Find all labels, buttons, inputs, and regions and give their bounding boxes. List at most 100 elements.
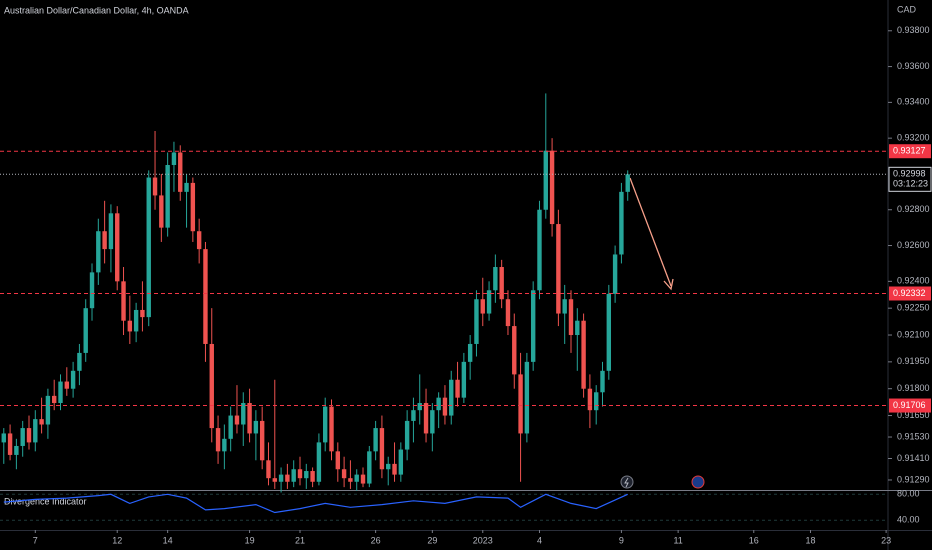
arrow	[629, 177, 672, 287]
candle-body	[241, 403, 246, 425]
candle-body	[89, 272, 95, 309]
candle-body	[606, 293, 612, 371]
countdown-label: 03:12:23	[893, 179, 928, 189]
candle-body	[474, 299, 479, 344]
candle-body	[33, 419, 38, 443]
indicator-tick-label: 40.00	[897, 515, 920, 525]
candle-body	[171, 152, 177, 166]
y-tick-label: 0.93800	[897, 25, 930, 35]
candle-body	[543, 150, 548, 210]
y-tick-label: 0.91410	[897, 453, 930, 463]
level-label-box	[889, 398, 931, 413]
candle-body	[379, 428, 385, 470]
candle-body	[455, 379, 460, 398]
candle-body	[26, 428, 32, 443]
candle-body	[411, 410, 416, 421]
news-icon[interactable]	[691, 475, 705, 489]
candle-body	[329, 406, 334, 452]
candle-body	[70, 370, 76, 389]
candle-body	[121, 281, 126, 321]
candle-body	[39, 419, 44, 425]
x-tick-label: 11	[673, 535, 682, 545]
level-label-box	[889, 286, 931, 301]
candle-body	[266, 460, 271, 479]
candle-body	[304, 471, 309, 479]
x-tick-label: 26	[371, 535, 381, 545]
level-label: 0.93127	[893, 146, 926, 156]
candle-body	[423, 403, 429, 434]
candle-body	[619, 191, 624, 255]
y-tick-label: 0.92100	[897, 329, 930, 339]
indicator-tick-label: 80.00	[897, 489, 920, 499]
candle-body	[467, 343, 473, 362]
candle-body	[367, 451, 372, 484]
candle-body	[196, 231, 202, 250]
candle-body	[165, 165, 170, 228]
candle-body	[14, 445, 19, 455]
candle-body	[146, 177, 151, 318]
candle-body	[291, 469, 296, 482]
candle-body	[234, 415, 240, 425]
candle-body	[568, 299, 574, 336]
candle-body	[335, 451, 341, 470]
candle-body	[505, 299, 511, 327]
candle-body	[449, 379, 454, 416]
candle-body	[600, 370, 605, 393]
candle-body	[278, 474, 284, 482]
x-tick-label: 7	[33, 535, 38, 545]
candle-body	[348, 478, 353, 482]
candle-body	[461, 361, 467, 398]
x-tick-label: 2023	[473, 535, 493, 545]
event-icon-glyph	[624, 477, 629, 488]
candle-body	[64, 381, 70, 389]
candle-body	[316, 442, 322, 482]
y-tick-label: 0.92250	[897, 303, 930, 313]
chart-title: Australian Dollar/Canadian Dollar, 4h, O…	[4, 5, 189, 15]
x-tick-label: 12	[112, 535, 122, 545]
candle-body	[228, 415, 233, 439]
candle-body	[58, 381, 63, 404]
level-label: 0.91706	[893, 400, 926, 410]
candle-body	[524, 361, 530, 434]
candle-body	[140, 309, 145, 318]
candle-body	[127, 320, 133, 332]
candle-body	[556, 224, 561, 314]
candle-body	[493, 267, 498, 291]
candle-body	[486, 290, 492, 314]
y-tick-label: 0.91800	[897, 383, 930, 393]
candle-body	[52, 395, 57, 404]
candle-body	[625, 174, 630, 192]
candle-body	[247, 403, 252, 434]
y-tick-label: 0.93200	[897, 133, 930, 143]
x-tick-label: 21	[295, 535, 305, 545]
candle-body	[159, 195, 164, 228]
candle-body	[222, 438, 227, 452]
y-tick-label: 0.92800	[897, 204, 930, 214]
candle-body	[108, 213, 114, 250]
candle-body	[152, 177, 158, 196]
x-tick-label: 14	[163, 535, 173, 545]
candle-body	[594, 392, 599, 411]
candle-body	[392, 463, 397, 475]
y-tick-label: 0.92600	[897, 240, 930, 250]
candle-body	[297, 469, 303, 479]
candle-body	[518, 374, 523, 434]
candle-body	[310, 471, 315, 482]
candle-body	[115, 213, 120, 282]
candle-body	[430, 410, 435, 434]
candle-body	[480, 299, 485, 314]
candle-body	[512, 326, 517, 375]
candle-body	[360, 474, 366, 484]
candle-body	[341, 469, 347, 479]
candle-body	[562, 299, 567, 314]
candle-body	[404, 420, 410, 450]
candle-body	[272, 478, 277, 482]
y-tick-label: 0.91290	[897, 474, 930, 484]
arrow-head	[663, 278, 674, 291]
candle-body	[1, 433, 6, 443]
y-tick-label: 0.93600	[897, 61, 930, 71]
x-tick-label: 9	[619, 535, 624, 545]
event-icon[interactable]	[620, 475, 634, 489]
candle-body	[549, 150, 555, 225]
